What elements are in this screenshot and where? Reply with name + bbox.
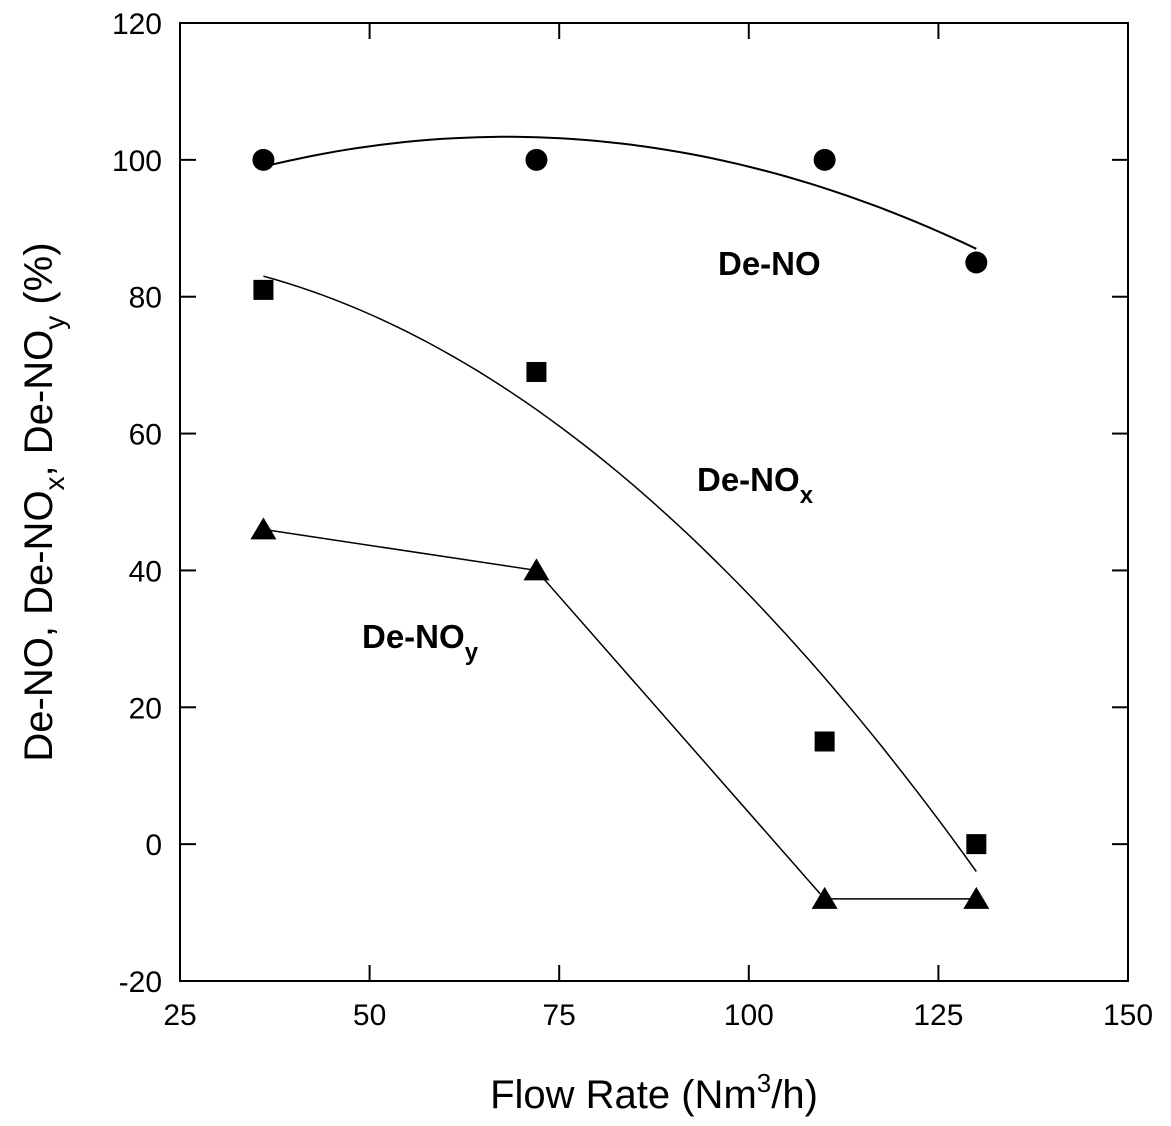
x-tick-label: 150: [1103, 999, 1153, 1032]
data-point-triangle: [250, 517, 277, 540]
data-point-square: [526, 361, 547, 382]
data-point-triangle: [523, 558, 550, 581]
data-point-circle: [965, 251, 988, 274]
fit-line-3: [263, 528, 977, 900]
y-tick-label: 40: [129, 555, 162, 588]
fit-curves: [263, 135, 977, 900]
y-tick-label: 0: [145, 829, 162, 862]
x-tick-label: 75: [543, 999, 576, 1032]
y-tick-label: 60: [129, 419, 162, 452]
x-tick-label: 125: [913, 999, 963, 1032]
data-point-square: [966, 834, 987, 855]
y-tick-label: 120: [112, 8, 162, 41]
data-point-triangle: [963, 886, 990, 909]
data-point-circle: [525, 148, 548, 171]
data-markers: [250, 148, 990, 909]
data-point-square: [814, 731, 835, 752]
y-tick-label: 100: [112, 145, 162, 178]
y-tick-label: 80: [129, 282, 162, 315]
series-label-de-noy: De-NOy: [362, 618, 479, 666]
y-tick-label: -20: [119, 966, 162, 999]
data-point-circle: [813, 148, 836, 171]
x-tick-label: 50: [353, 999, 386, 1032]
series-label-de-no: De-NO: [718, 245, 821, 282]
x-tick-label: 100: [724, 999, 774, 1032]
series-label-de-nox: De-NOx: [697, 461, 814, 509]
data-point-circle: [252, 148, 275, 171]
fit-line-1: [263, 135, 977, 250]
data-point-square: [253, 279, 274, 300]
axis-ticks: [179, 22, 1129, 982]
y-tick-label: 20: [129, 692, 162, 725]
data-point-triangle: [811, 886, 838, 909]
y-axis-title: De-NO, De-NOx, De-NOy (%): [17, 242, 70, 761]
plot-frame: [179, 22, 1129, 982]
fit-line-2: [263, 275, 977, 872]
x-tick-label: 25: [163, 999, 196, 1032]
tick-labels: 25 50 75 100 125 150 -20 0 20 40 60 80 100 120: [112, 8, 1153, 1032]
x-axis-title: Flow Rate (Nm3/h): [490, 1068, 818, 1117]
